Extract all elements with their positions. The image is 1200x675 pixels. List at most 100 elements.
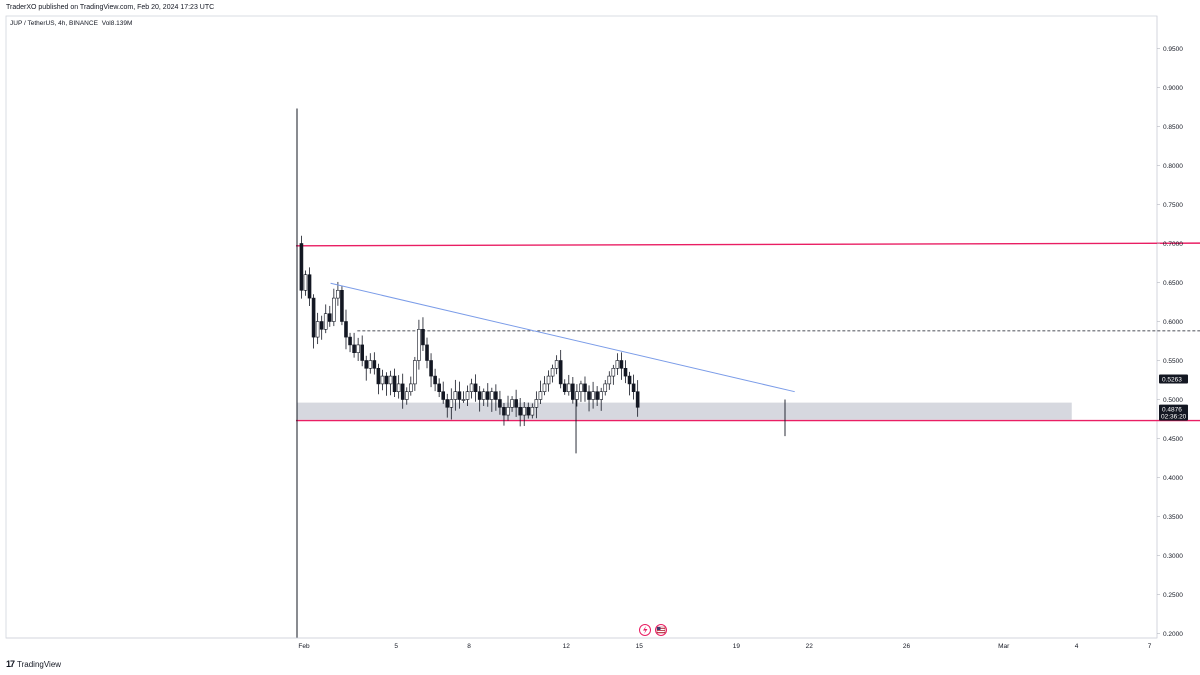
event-icons — [639, 624, 667, 636]
candle-body[interactable] — [623, 367, 628, 377]
candle-body[interactable] — [566, 383, 571, 392]
price-tag[interactable] — [1159, 374, 1188, 384]
candle-body[interactable] — [344, 321, 348, 338]
candle-body[interactable] — [417, 328, 421, 361]
candle-body[interactable] — [461, 399, 466, 401]
candle-body[interactable] — [376, 367, 381, 385]
candle-body[interactable] — [311, 297, 316, 338]
candle-body[interactable] — [465, 391, 470, 400]
candle-body[interactable] — [453, 391, 458, 400]
candle-body[interactable] — [619, 360, 624, 369]
candle-body[interactable] — [396, 383, 401, 392]
demand-zone[interactable] — [296, 402, 1072, 420]
candle-body[interactable] — [611, 367, 616, 377]
candle-body[interactable] — [631, 383, 636, 392]
candle-body[interactable] — [615, 360, 620, 369]
candle-body[interactable] — [360, 344, 364, 361]
candle-body[interactable] — [494, 391, 498, 400]
candle-body[interactable] — [348, 336, 352, 346]
candle-body[interactable] — [332, 297, 336, 322]
candle-body[interactable] — [327, 313, 332, 322]
candle-body[interactable] — [404, 391, 409, 400]
descending-trendline[interactable] — [330, 282, 795, 393]
candle-body[interactable] — [542, 383, 547, 392]
candle-body[interactable] — [437, 383, 441, 392]
candle-body[interactable] — [303, 274, 308, 291]
symbol-pair[interactable]: JUP / TetherUS, 4h, BINANCE — [10, 20, 98, 27]
candle-body[interactable] — [336, 289, 340, 299]
candle-body[interactable] — [579, 383, 583, 392]
candle-body[interactable] — [603, 383, 608, 392]
candle-body[interactable] — [400, 383, 405, 400]
candle-body[interactable] — [315, 321, 320, 338]
candle-body[interactable] — [510, 399, 514, 408]
candle-body[interactable] — [323, 313, 328, 330]
candle-body[interactable] — [526, 406, 531, 416]
candle-body[interactable] — [490, 391, 494, 400]
candle-body[interactable] — [445, 399, 450, 408]
tradingview-logo-icon[interactable]: 17 — [6, 659, 15, 669]
candle-body[interactable] — [595, 391, 599, 400]
candle-body[interactable] — [530, 406, 535, 416]
candle-body[interactable] — [356, 344, 360, 353]
candle-body[interactable] — [352, 344, 356, 353]
candle-body[interactable] — [409, 383, 413, 392]
candle-body[interactable] — [627, 375, 632, 385]
candle-body[interactable] — [429, 360, 433, 377]
candle-body[interactable] — [558, 360, 563, 385]
candle-body[interactable] — [299, 243, 304, 291]
candle-body[interactable] — [481, 391, 486, 400]
candle-body[interactable] — [392, 375, 397, 393]
candle-body[interactable] — [421, 328, 425, 346]
price-tick-label: 0.6000 — [1163, 319, 1183, 326]
candle-body[interactable] — [473, 383, 478, 392]
candle-body[interactable] — [554, 360, 559, 369]
candle-body[interactable] — [364, 360, 369, 369]
candle-body[interactable] — [307, 274, 312, 299]
candle-body[interactable] — [477, 391, 482, 400]
candle-body[interactable] — [380, 375, 385, 385]
footer-branding: 17 TradingView — [6, 659, 61, 669]
candle-body[interactable] — [319, 321, 324, 330]
candle-body[interactable] — [372, 360, 377, 369]
candle-body[interactable] — [506, 406, 510, 416]
candle-body[interactable] — [571, 383, 575, 400]
candle-body[interactable] — [502, 406, 506, 416]
candle-body[interactable] — [384, 375, 389, 385]
candle-body[interactable] — [425, 344, 429, 361]
candle-body[interactable] — [591, 391, 595, 400]
candle-body[interactable] — [587, 391, 591, 400]
candle-body[interactable] — [522, 406, 527, 416]
candle-body[interactable] — [562, 383, 567, 392]
candle-body[interactable] — [518, 406, 522, 416]
candle-body[interactable] — [498, 399, 502, 408]
candle-body[interactable] — [388, 375, 393, 385]
price-tick-label: 0.7500 — [1163, 202, 1183, 209]
candle-body[interactable] — [469, 383, 474, 392]
candle-body[interactable] — [599, 391, 603, 400]
candle-body[interactable] — [413, 360, 417, 385]
brand-name[interactable]: TradingView — [17, 659, 62, 669]
candle-body[interactable] — [457, 391, 462, 400]
candle-body[interactable] — [514, 399, 518, 408]
candle-body[interactable] — [340, 289, 344, 322]
candle-body[interactable] — [538, 391, 543, 400]
price-tag[interactable] — [1159, 404, 1188, 421]
candle-body[interactable] — [583, 383, 587, 392]
lightning-event-icon[interactable] — [639, 624, 651, 636]
candle-body[interactable] — [449, 399, 454, 408]
candle-body[interactable] — [433, 375, 437, 385]
candle-body[interactable] — [534, 399, 539, 408]
candle-body[interactable] — [441, 391, 446, 400]
candle-body[interactable] — [575, 391, 579, 400]
candle-body[interactable] — [607, 375, 612, 385]
candle-body[interactable] — [368, 360, 373, 369]
resistance-line[interactable] — [295, 242, 1200, 247]
us-flag-event-icon[interactable] — [655, 624, 667, 636]
price-tag-countdown: 02:36:20 — [1161, 414, 1187, 421]
candle-body[interactable] — [485, 391, 490, 400]
candle-body[interactable] — [635, 391, 640, 408]
candle-body[interactable] — [550, 367, 555, 377]
candle-body[interactable] — [546, 375, 551, 385]
